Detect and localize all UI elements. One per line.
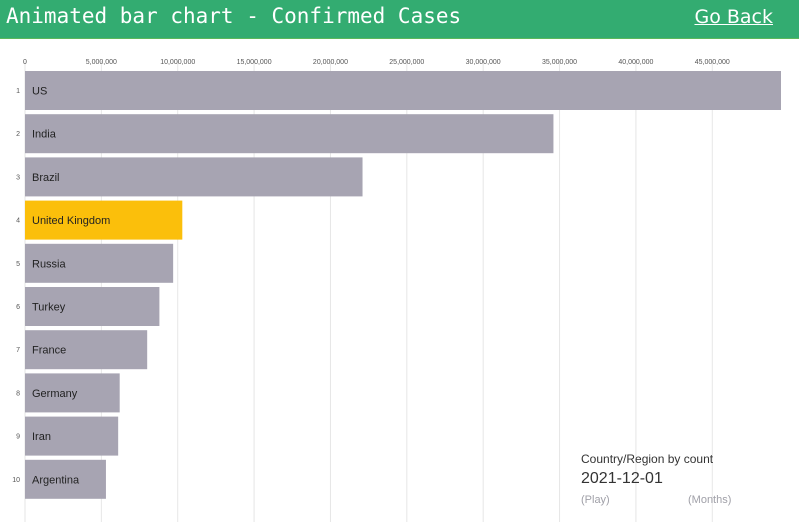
x-tick-label: 15,000,000 (237, 59, 272, 66)
x-tick-label: 20,000,000 (313, 59, 348, 66)
bar-rank-label: 5 (16, 261, 20, 268)
x-tick-label: 25,000,000 (389, 59, 424, 66)
bar (25, 200, 183, 240)
bar (25, 416, 119, 456)
bar-rank-label: 9 (16, 434, 20, 441)
bar (25, 114, 554, 154)
bar-label: Russia (32, 258, 67, 270)
bar-chart: 0 5,000,000 10,000,000 15,000,000 20,000,000… (12, 59, 781, 522)
x-tick-label: 0 (23, 59, 27, 66)
x-tick-label: 10,000,000 (160, 59, 195, 66)
play-button[interactable]: (Play) (581, 494, 610, 506)
app-header: Animated bar chart - Confirmed Cases Go … (0, 0, 799, 39)
bar (25, 287, 160, 326)
bar-label: Germany (32, 388, 78, 400)
current-date-label: 2021-12-01 (581, 470, 663, 487)
months-toggle[interactable]: (Months) (688, 494, 732, 506)
go-back-link[interactable]: Go Back (694, 6, 773, 28)
bar-chart-area: 0 5,000,000 10,000,000 15,000,000 20,000,000… (0, 39, 799, 522)
bar-label: US (32, 86, 47, 98)
bar-label: France (32, 345, 66, 357)
bar-rank-label: 10 (12, 477, 20, 484)
bar-rank-label: 1 (16, 88, 20, 95)
bar-label: India (32, 129, 57, 141)
bar (25, 373, 120, 413)
bar-rank-label: 4 (16, 218, 20, 225)
bar-label: Argentina (32, 474, 80, 486)
bar (25, 459, 106, 499)
bar (25, 71, 781, 110)
x-tick-label: 45,000,000 (695, 59, 730, 66)
bar-label: Iran (32, 431, 51, 443)
bar-label: Turkey (32, 302, 66, 314)
x-tick-label: 40,000,000 (618, 59, 653, 66)
bar-rank-label: 8 (16, 390, 20, 397)
bar-label: United Kingdom (32, 215, 110, 227)
bar-rank-label: 6 (16, 304, 20, 311)
bar (25, 243, 174, 283)
page-title: Animated bar chart - Confirmed Cases (6, 4, 462, 28)
bar (25, 330, 148, 370)
header-background (0, 0, 799, 38)
x-tick-label: 5,000,000 (86, 59, 117, 66)
bar (25, 157, 363, 197)
bar-label: Brazil (32, 172, 60, 184)
x-tick-label: 35,000,000 (542, 59, 577, 66)
bar-rank-label: 7 (16, 347, 20, 354)
chart-caption-title: Country/Region by count (581, 452, 714, 466)
x-tick-label: 30,000,000 (466, 59, 501, 66)
bar-rank-label: 3 (16, 174, 20, 181)
bar-rank-label: 2 (16, 131, 20, 138)
